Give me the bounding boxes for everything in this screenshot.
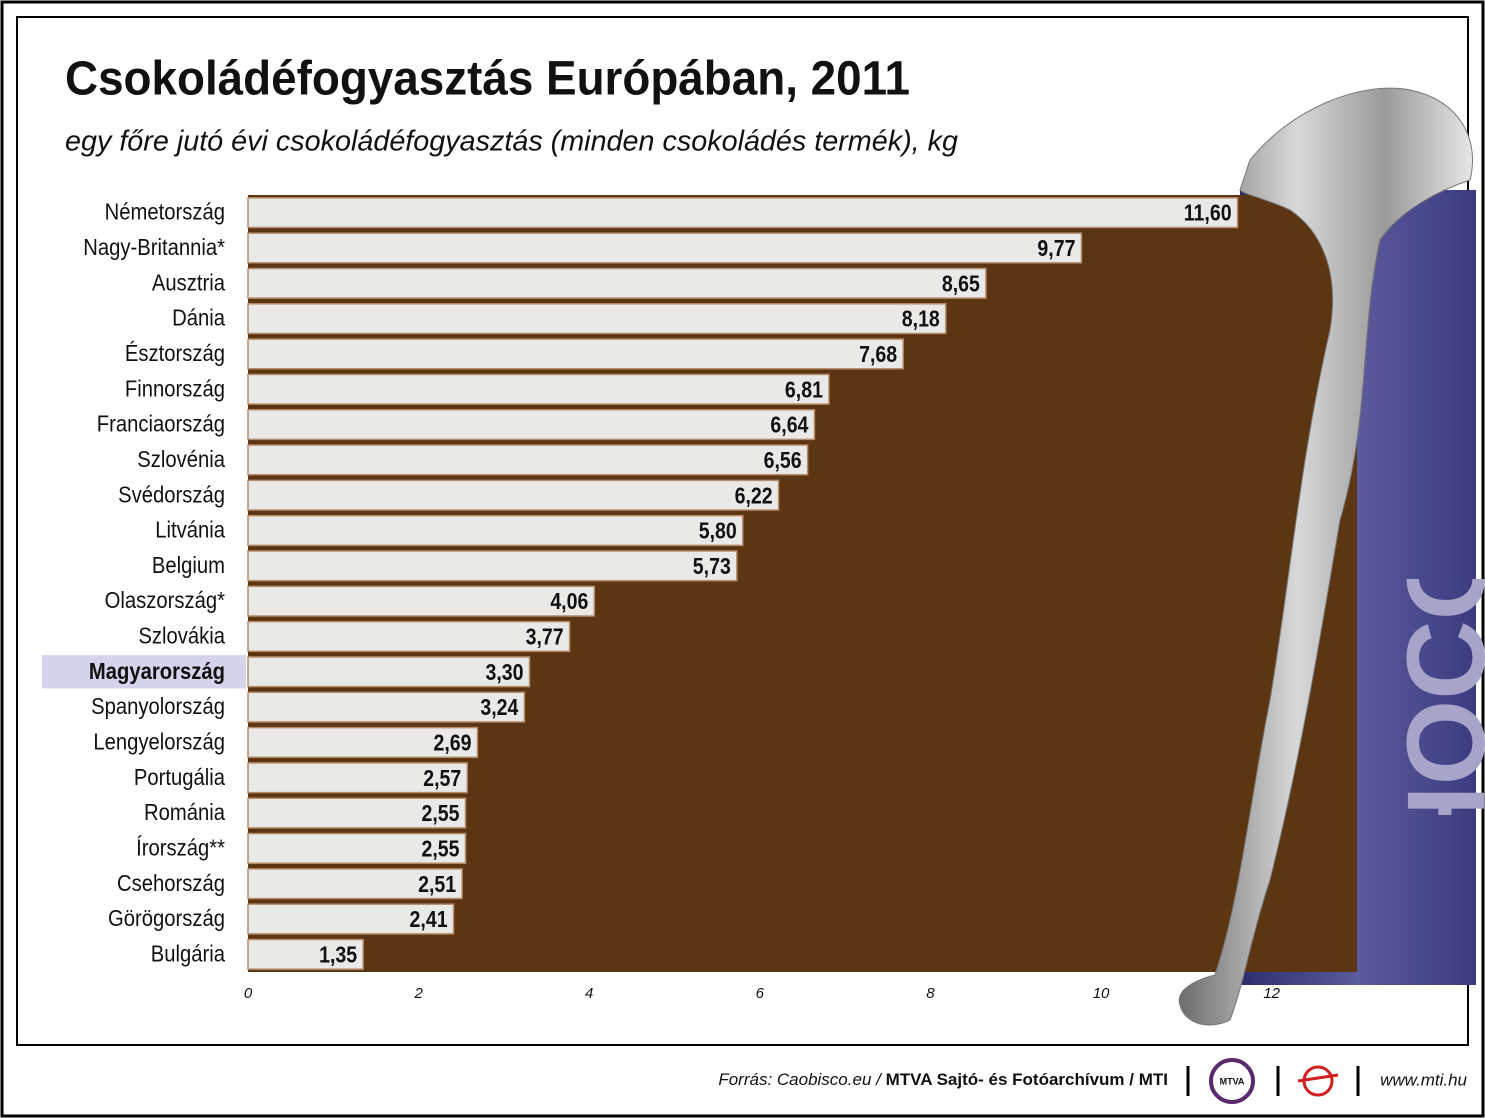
bar — [247, 620, 571, 653]
y-tick-label: Lengyelország — [93, 728, 225, 755]
source: Forrás: Caobisco.eu / — [718, 1070, 885, 1089]
foil-decoration — [1178, 87, 1473, 1026]
highlight — [42, 655, 246, 689]
value-label: 11,60 — [1184, 200, 1232, 226]
y-tick-label: Ausztria — [152, 269, 226, 296]
x-tick-label: 2 — [413, 985, 423, 1002]
bar — [247, 444, 809, 476]
x-tick-label: 0 — [244, 985, 253, 1002]
value-label: 9,77 — [1037, 236, 1075, 262]
bar — [247, 726, 479, 759]
value-label: 8,65 — [942, 271, 980, 297]
bar — [247, 797, 467, 829]
y-tick-label: Szlovénia — [137, 446, 226, 473]
y-tick-label: Magyarország — [89, 658, 225, 685]
bar — [247, 514, 744, 547]
mti-logo-line — [1297, 1073, 1339, 1083]
mti-logo — [1302, 1065, 1334, 1097]
x-tick-label: 10 — [1093, 985, 1110, 1002]
bar — [247, 585, 596, 617]
x-tick-label: 12 — [1263, 985, 1280, 1002]
bar — [247, 832, 467, 864]
value-label: 8,18 — [902, 306, 940, 332]
decor-text: CHOCOLATE — [1385, 256, 1485, 944]
y-tick-label: Franciaország — [97, 410, 225, 437]
value-label: 7,68 — [859, 342, 897, 368]
y-tick-label: Finnország — [125, 375, 225, 402]
y-tick-label: Nagy-Britannia* — [83, 234, 225, 261]
bar — [247, 762, 468, 794]
value-label: 3,24 — [480, 695, 518, 721]
y-tick-label: Bulgária — [151, 940, 226, 967]
bar — [247, 232, 1083, 264]
value-label: 2,51 — [418, 871, 456, 897]
y-tick-label: Csehország — [117, 870, 225, 897]
bar — [247, 303, 947, 335]
y-tick-label: Portugália — [134, 764, 226, 791]
value-label: 6,56 — [764, 447, 802, 473]
value-label: 4,06 — [550, 589, 588, 615]
chart-title: Csokoládéfogyasztás Európában, 2011 — [65, 53, 910, 106]
bar — [247, 373, 830, 405]
logo-text: MTVA — [1220, 1076, 1245, 1086]
bar — [247, 479, 780, 511]
y-tick-label: Szlovákia — [138, 622, 225, 649]
bar — [247, 267, 987, 299]
y-tick-label: Svédország — [118, 481, 225, 508]
value-label: 2,55 — [422, 801, 460, 827]
bar — [247, 868, 463, 900]
footer: Forrás: Caobisco.eu / MTVA Sajtó- és Fot… — [718, 1058, 1468, 1104]
logo-ring — [1209, 1058, 1255, 1104]
y-tick-label: Belgium — [152, 552, 225, 579]
value-label: 1,35 — [319, 942, 357, 968]
x-tick-label: 6 — [756, 985, 765, 1002]
bar — [247, 550, 738, 582]
bar — [247, 197, 1239, 229]
bar — [247, 691, 526, 723]
value-label: 5,73 — [693, 553, 731, 579]
x-tick-label: 4 — [585, 985, 593, 1002]
y-tick-label: Románia — [144, 799, 226, 826]
value-label: 3,30 — [485, 659, 523, 685]
value-label: 6,22 — [735, 483, 773, 509]
chart-subtitle: egy főre jutó évi csokoládéfogyasztás (m… — [65, 126, 958, 158]
value-label: 6,64 — [770, 412, 808, 438]
bar — [247, 903, 455, 935]
bar — [247, 656, 531, 688]
y-tick-label: Írország** — [136, 834, 225, 861]
y-tick-label: Dánia — [172, 304, 226, 331]
y-tick-label: Észtország — [125, 340, 225, 367]
agency: MTVA Sajtó- és Fotóarchívum / MTI — [886, 1070, 1168, 1089]
value-label: 6,81 — [785, 377, 823, 403]
footer-text: Forrás: Caobisco.eu / MTVA Sajtó- és Fot… — [718, 1070, 1168, 1089]
url: www.mti.hu — [1380, 1070, 1467, 1089]
value-label: 2,41 — [410, 907, 448, 933]
value-label: 3,77 — [526, 624, 564, 650]
bar — [247, 408, 816, 441]
y-tick-label: Görögország — [108, 905, 225, 932]
value-label: 2,57 — [423, 765, 461, 791]
y-tick-label: Németország — [105, 198, 225, 225]
y-tick-label: Litvánia — [155, 516, 226, 543]
value-label: 2,55 — [422, 836, 460, 862]
value-label: 5,80 — [699, 518, 737, 544]
y-tick-label: Spanyolország — [91, 693, 225, 720]
bar — [247, 938, 364, 970]
value-label: 2,69 — [433, 730, 471, 756]
y-tick-label: Olaszország* — [105, 587, 226, 614]
x-tick-label: 8 — [926, 985, 935, 1002]
bar — [247, 338, 904, 370]
